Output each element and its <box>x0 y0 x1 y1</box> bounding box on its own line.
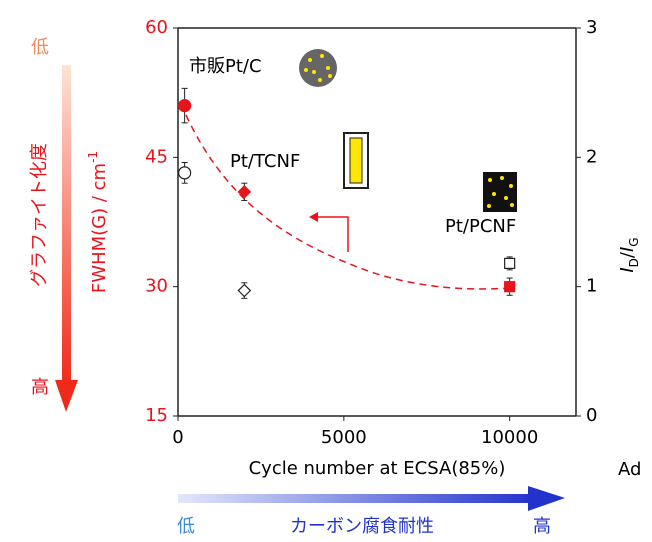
bottom-scale-title: カーボン腐食耐性 <box>290 516 434 537</box>
y2-tick-label: 0 <box>586 405 597 426</box>
point <box>238 186 250 198</box>
x-label: Cycle number at ECSA(85%) <box>249 458 506 479</box>
y2-label: ID/IG <box>617 237 641 272</box>
x-tick-label: 10000 <box>481 427 538 448</box>
y-tick-label: 60 <box>145 17 168 38</box>
left-high: 高 <box>31 377 49 398</box>
y2-tick-label: 1 <box>586 276 597 297</box>
point <box>179 167 191 179</box>
y-tick-label: 45 <box>145 146 168 167</box>
tcnf-inner <box>350 138 362 183</box>
bottom-high: 高 <box>533 516 551 537</box>
point <box>238 285 250 297</box>
y-tick-label: 30 <box>145 276 168 297</box>
y-label-text: FWHM(G) / cm <box>89 163 110 293</box>
cut-text: Ad <box>618 459 641 480</box>
y2-sub1: D <box>627 258 641 267</box>
point <box>505 282 515 292</box>
annotation: Pt/PCNF <box>445 216 516 237</box>
chart: 低 高 グラファイト化度 FWHM(G) / cm-1 ID/IG 低 カーボン… <box>0 0 652 542</box>
bottom-arrow-head <box>528 486 565 511</box>
y-tick-label: 15 <box>145 405 168 426</box>
annotation: 市販Pt/C <box>189 56 262 77</box>
left-arrow-shaft <box>62 65 71 385</box>
x-tick-label: 5000 <box>321 427 367 448</box>
left-scale-title: グラファイト化度 <box>29 143 50 287</box>
bottom-low: 低 <box>177 516 195 537</box>
y-label-sup: -1 <box>86 151 100 163</box>
y-label: FWHM(G) / cm-1 <box>86 151 111 293</box>
direction-arrow-head <box>309 212 318 222</box>
ptc-icon <box>299 49 337 87</box>
y2-tick-label: 3 <box>586 17 597 38</box>
left-low: 低 <box>31 37 49 58</box>
y2-tick-label: 2 <box>586 146 597 167</box>
annotation: Pt/TCNF <box>230 151 300 172</box>
left-arrow-head <box>55 380 78 412</box>
x-tick-label: 0 <box>172 427 183 448</box>
point <box>179 100 191 112</box>
page: {"chart_data":{"type":"scatter", "x_labe… <box>0 0 652 542</box>
direction-arrow <box>314 217 348 252</box>
y2-sub2: G <box>627 237 641 246</box>
bottom-arrow-shaft <box>178 494 533 503</box>
point <box>505 258 515 268</box>
